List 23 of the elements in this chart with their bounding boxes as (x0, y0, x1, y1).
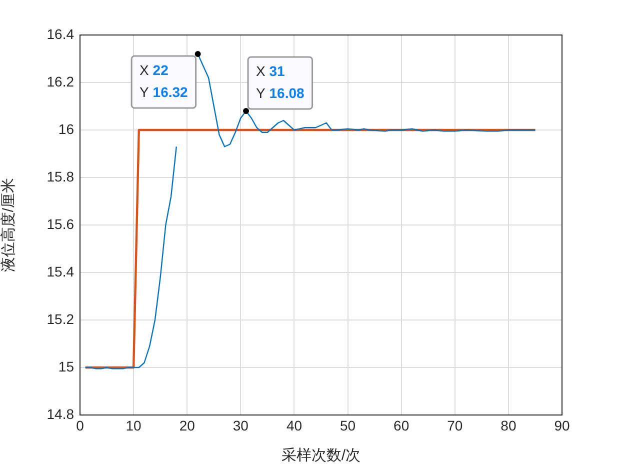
y-tick-label: 16 (58, 120, 74, 137)
x-tick-label: 40 (286, 417, 302, 434)
y-tick-label: 15.8 (46, 168, 74, 184)
y-tick-label: 15.2 (46, 310, 74, 327)
x-tick-label: 0 (76, 417, 84, 434)
y-tick-label: 16.4 (46, 26, 74, 42)
x-tick-label: 60 (394, 417, 410, 434)
x-axis-title: 采样次数/次 (281, 447, 361, 464)
y-tick-label: 16.2 (46, 73, 74, 90)
y-tick-label: 15 (58, 358, 74, 374)
y-tick-label: 15.6 (46, 216, 74, 232)
x-tick-label: 50 (340, 417, 356, 434)
y-axis-title: 液位高度/厘米 (0, 178, 18, 272)
annotation: X 31 Y 16.08 (256, 62, 304, 101)
x-tick-label: 20 (179, 417, 196, 434)
annotation: X 22 Y 16.32 (140, 62, 188, 100)
x-tick-label: 70 (447, 417, 463, 434)
x-tick-label: 30 (232, 417, 249, 434)
x-tick-label: 80 (500, 417, 516, 434)
x-tick-label: 10 (126, 417, 142, 434)
y-tick-label: 15.4 (46, 263, 74, 280)
y-tick-label: 14.8 (46, 406, 74, 422)
x-tick-label: 90 (554, 417, 570, 434)
